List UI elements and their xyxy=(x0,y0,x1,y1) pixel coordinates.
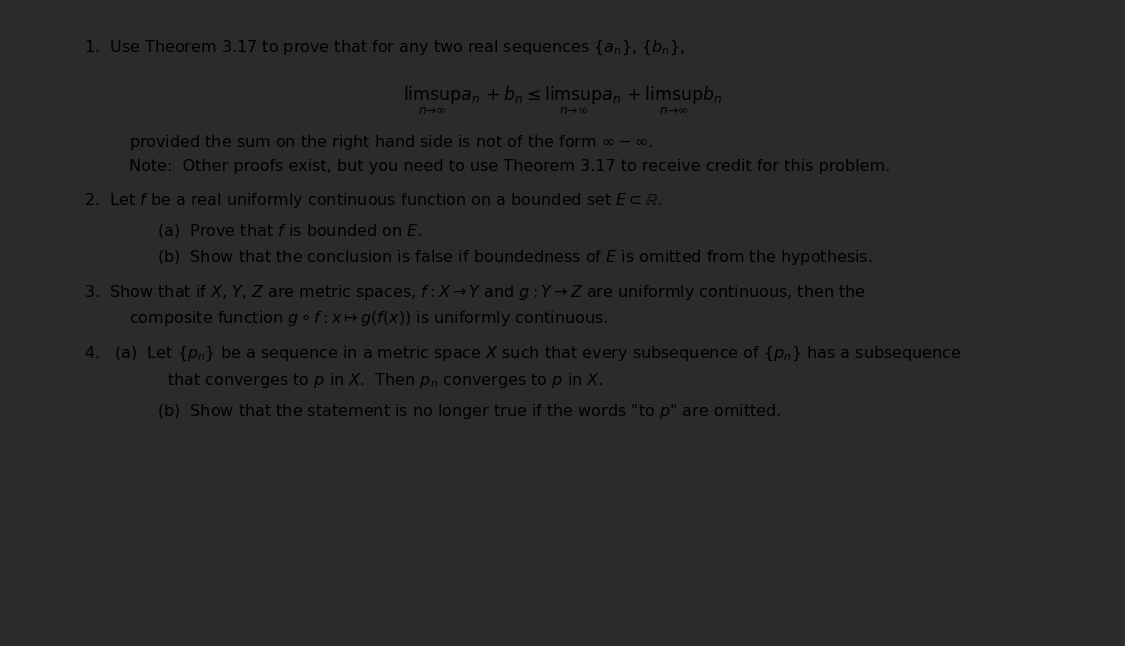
Text: (b)  Show that the conclusion is false if boundedness of $E$ is omitted from the: (b) Show that the conclusion is false if… xyxy=(158,247,873,267)
Text: 2.  Let $f$ be a real uniformly continuous function on a bounded set $E \subset : 2. Let $f$ be a real uniformly continuou… xyxy=(84,191,663,210)
Text: Note:  Other proofs exist, but you need to use Theorem 3.17 to receive credit fo: Note: Other proofs exist, but you need t… xyxy=(129,159,890,174)
Text: (a)  Prove that $f$ is bounded on $E$.: (a) Prove that $f$ is bounded on $E$. xyxy=(158,222,422,240)
Text: 1.  Use Theorem 3.17 to prove that for any two real sequences $\{a_n\}$, $\{b_n\: 1. Use Theorem 3.17 to prove that for an… xyxy=(84,39,685,57)
Text: provided the sum on the right hand side is not of the form $\infty - \infty$.: provided the sum on the right hand side … xyxy=(129,133,652,152)
Text: $\limsup_{n\to\infty} a_n + b_n \leq \limsup_{n\to\infty} a_n + \limsup_{n\to\in: $\limsup_{n\to\infty} a_n + b_n \leq \li… xyxy=(403,85,722,118)
Text: composite function $g \circ f : x \mapsto g(f(x))$ is uniformly continuous.: composite function $g \circ f : x \mapst… xyxy=(129,309,609,328)
Text: (b)  Show that the statement is no longer true if the words "to $p$" are omitted: (b) Show that the statement is no longer… xyxy=(158,402,781,421)
Text: that converges to $p$ in $X$.  Then $p_n$ converges to $p$ in $X$.: that converges to $p$ in $X$. Then $p_n$… xyxy=(168,371,604,390)
Text: 4.   (a)  Let $\{p_n\}$ be a sequence in a metric space $X$ such that every subs: 4. (a) Let $\{p_n\}$ be a sequence in a … xyxy=(84,344,962,363)
Text: 3.  Show that if $X$, $Y$, $Z$ are metric spaces, $f : X \to Y$ and $g : Y \to Z: 3. Show that if $X$, $Y$, $Z$ are metric… xyxy=(84,284,866,302)
